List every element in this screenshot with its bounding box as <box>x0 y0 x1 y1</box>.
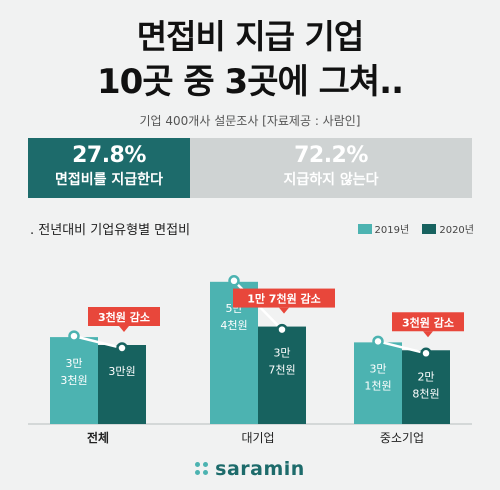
bar-2020-1 <box>258 326 306 424</box>
bar-2020-2 <box>402 350 450 424</box>
ratio-not-paying: 72.2% 지급하지 않는다 <box>190 138 472 198</box>
section-title: . 전년대비 기업유형별 면접비 <box>30 219 190 238</box>
x-tick-label-1: 대기업 <box>241 431 274 445</box>
logo-dots-icon <box>195 462 209 476</box>
callout-text-1: 1만 7천원 감소 <box>247 292 321 306</box>
title-line-1: 면접비 지급 기업 <box>136 17 365 56</box>
data-label-2019-2-0: 3만 <box>369 362 386 375</box>
paying-label: 면접비를 지급한다 <box>55 172 163 188</box>
subtitle: 기업 400개사 설문조사 [자료제공 : 사람인] <box>139 114 361 128</box>
legend-swatch-2020 <box>422 224 437 234</box>
paying-percent: 27.8% <box>72 143 146 168</box>
trend-dot-2-0 <box>372 335 384 348</box>
logo-text: saramin <box>215 458 305 480</box>
data-label-2020-1-1: 7천원 <box>268 363 295 377</box>
ratio-paying: 27.8% 면접비를 지급한다 <box>28 138 199 198</box>
bullet-icon: . <box>30 223 35 238</box>
callout-pointer-2 <box>423 331 433 338</box>
not-paying-percent: 72.2% <box>294 143 368 168</box>
trend-dot-2-1 <box>420 347 432 360</box>
not-paying-label: 지급하지 않는다 <box>283 172 379 188</box>
trend-dot-1-0 <box>228 275 240 287</box>
trend-line-2 <box>377 340 427 355</box>
callout-pointer-0 <box>119 326 129 332</box>
ratio-bar: 27.8% 면접비를 지급한다 72.2% 지급하지 않는다 <box>28 138 472 198</box>
callout-text-2: 3천원 감소 <box>402 315 454 329</box>
data-label-2019-2-1: 1천원 <box>364 378 391 392</box>
callout-pointer-1 <box>279 307 289 314</box>
data-label-2019-0-1: 3천원 <box>60 373 87 387</box>
title-line-2: 10곳 중 3곳에 그쳐.. <box>97 62 404 102</box>
callout-box-2 <box>392 312 464 332</box>
data-label-2020-2-1: 8천원 <box>412 386 439 400</box>
x-tick-label-2: 중소기업 <box>380 431 424 445</box>
legend-item-2020: 2020년 <box>422 224 474 236</box>
data-label-2020-2-0: 2만 <box>417 370 434 383</box>
legend-label-2020: 2020년 <box>439 225 474 236</box>
bar-2019-0 <box>50 337 98 424</box>
legend: 2019년 2020년 <box>348 221 474 236</box>
legend-label-2019: 2019년 <box>374 225 410 236</box>
trend-dot-1-1 <box>276 323 288 336</box>
data-label-2020-0-0: 3만원 <box>108 365 135 378</box>
section-title-text: 전년대비 기업유형별 면접비 <box>38 223 191 238</box>
bar-2020-0 <box>98 345 146 424</box>
trend-dot-0-1 <box>116 342 128 354</box>
legend-swatch-2019 <box>357 224 372 234</box>
legend-item-2019: 2019년 <box>357 224 410 236</box>
data-label-2020-1-0: 3만 <box>273 347 290 360</box>
trend-line-0 <box>73 334 123 350</box>
trend-dot-0-0 <box>68 330 80 342</box>
bar-2019-2 <box>354 342 402 424</box>
data-label-2019-0-0: 3만 <box>65 357 82 370</box>
x-tick-label-0: 전체 <box>87 430 109 445</box>
callout-box-1 <box>233 288 335 308</box>
callout-box-0 <box>88 307 160 326</box>
callout-text-0: 3천원 감소 <box>98 310 150 324</box>
saramin-logo: saramin <box>0 458 500 480</box>
data-label-2019-1-1: 4천원 <box>220 318 247 332</box>
